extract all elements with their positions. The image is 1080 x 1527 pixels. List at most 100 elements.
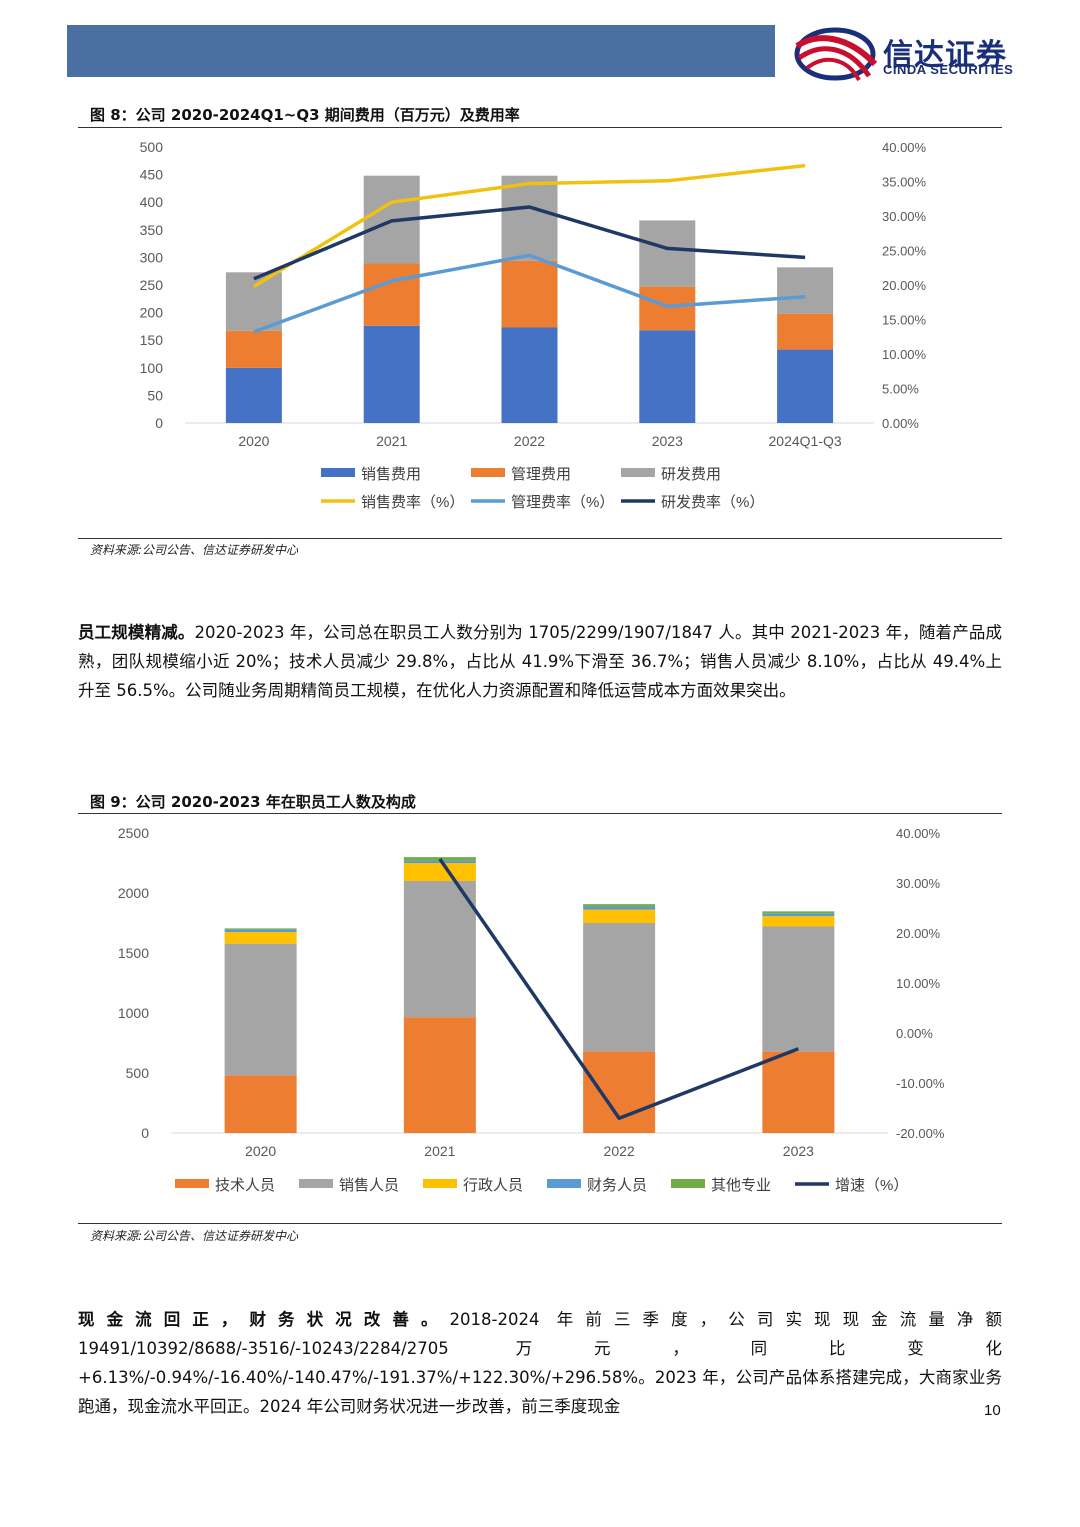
y-tick-label: 50 xyxy=(147,387,163,403)
bar-segment xyxy=(639,286,696,331)
bar-segment xyxy=(583,906,656,910)
bar-segment xyxy=(777,313,834,350)
y2-tick-label: 40.00% xyxy=(882,140,927,155)
figure9-chart: 0 500 1000 1500 2000 2500 -20.00% -10.00% 0.00% 1… xyxy=(118,825,945,1194)
bar-segment xyxy=(639,220,696,287)
figure8-title: 图 8：公司 2020-2024Q1~Q3 期间费用（百万元）及费用率 xyxy=(90,106,520,124)
figure8-source: 资料来源:公司公告、信达证券研发中心 xyxy=(90,543,299,557)
legend-label: 研发费率（%） xyxy=(661,494,764,511)
x-tick-label: 2020 xyxy=(238,433,269,449)
y-tick-label: 1000 xyxy=(118,1005,149,1021)
y2-tick-label: 30.00% xyxy=(896,876,941,891)
y-tick-label: 0 xyxy=(141,1125,149,1141)
y-tick-label: 300 xyxy=(140,249,164,265)
y2-tick-label: 40.00% xyxy=(896,826,941,841)
y2-tick-label: -10.00% xyxy=(896,1076,945,1091)
bar-segment xyxy=(501,175,558,261)
bar-segment xyxy=(583,904,656,907)
bar-segment xyxy=(762,916,835,927)
legend-label: 财务人员 xyxy=(587,1177,647,1194)
y-tick-label: 100 xyxy=(140,360,164,376)
x-tick-label: 2020 xyxy=(245,1143,276,1159)
bar-segment xyxy=(501,327,558,423)
y2-tick-label: -20.00% xyxy=(896,1126,945,1141)
figure9-top-rule xyxy=(78,813,1002,814)
paragraph-staff-body: 2020-2023 年，公司总在职员工人数分别为 1705/2299/1907/… xyxy=(78,623,1002,700)
bar-segment xyxy=(762,1051,835,1133)
bar-segment xyxy=(583,923,656,1052)
bar-segment xyxy=(762,926,835,1052)
bar-segment xyxy=(403,1017,476,1133)
legend-label: 管理费用 xyxy=(511,466,571,483)
y2-tick-label: 15.00% xyxy=(882,313,927,328)
x-tick-label: 2024Q1-Q3 xyxy=(769,433,842,449)
y2-tick-label: 10.00% xyxy=(896,976,941,991)
logo-chinese: 信达证券 xyxy=(883,38,1007,73)
legend-swatch xyxy=(547,1179,581,1188)
bar-segment xyxy=(363,263,420,326)
header-bar xyxy=(67,25,775,77)
bar-segment xyxy=(224,929,297,932)
y-tick-label: 450 xyxy=(140,167,164,183)
y-tick-label: 500 xyxy=(126,1065,150,1081)
y-tick-label: 150 xyxy=(140,332,164,348)
line-series xyxy=(253,205,806,281)
y2-tick-label: 30.00% xyxy=(882,209,927,224)
paragraph-staff: 员工规模精减。2020-2023 年，公司总在职员工人数分别为 1705/229… xyxy=(78,618,1002,705)
bar-segment xyxy=(762,911,835,914)
x-tick-label: 2022 xyxy=(604,1143,635,1159)
bar-segment xyxy=(583,909,656,923)
legend-swatch xyxy=(175,1179,209,1188)
legend-label: 技术人员 xyxy=(215,1177,275,1194)
x-tick-label: 2023 xyxy=(783,1143,814,1159)
legend-label: 增速（%） xyxy=(835,1177,908,1194)
figure9-source: 资料来源:公司公告、信达证券研发中心 xyxy=(90,1229,299,1243)
bar-segment xyxy=(225,272,282,331)
x-tick-label: 2021 xyxy=(424,1143,455,1159)
y-tick-label: 1500 xyxy=(118,945,149,961)
y-tick-label: 2000 xyxy=(118,885,149,901)
y-tick-label: 2500 xyxy=(118,825,149,841)
y-tick-label: 500 xyxy=(140,139,164,155)
line-series xyxy=(252,163,806,288)
bar-segment xyxy=(225,367,282,423)
bar-segment xyxy=(501,260,558,328)
cinda-logo: 信达证券 CINDA SECURITIES xyxy=(793,24,1063,84)
y2-tick-label: 0.00% xyxy=(896,1026,933,1041)
figure8-bottom-rule xyxy=(78,538,1002,539)
x-tick-label: 2022 xyxy=(514,433,545,449)
bar-segment xyxy=(777,267,834,314)
paragraph-staff-heading: 员工规模精减。 xyxy=(78,623,195,642)
figure9-bottom-rule xyxy=(78,1223,1002,1224)
legend-swatch xyxy=(423,1179,457,1188)
y-tick-label: 200 xyxy=(140,305,164,321)
bar-segment xyxy=(224,943,297,1076)
paragraph-cashflow-body: 2018-2024 年前三季度，公司实现现金流量净额 19491/10392/8… xyxy=(78,1310,1003,1416)
y-tick-label: 250 xyxy=(140,277,164,293)
legend-label: 销售费用 xyxy=(361,466,421,483)
y2-tick-label: 0.00% xyxy=(882,416,919,431)
bar-segment xyxy=(403,863,476,881)
line-series xyxy=(438,858,800,1120)
y2-tick-label: 20.00% xyxy=(896,926,941,941)
line-series xyxy=(253,253,806,334)
cinda-logo-icon xyxy=(794,27,878,82)
legend-label: 行政人员 xyxy=(463,1177,523,1194)
legend-swatch xyxy=(471,468,505,477)
figure8-top-rule xyxy=(78,127,1002,128)
y-tick-label: 400 xyxy=(140,194,164,210)
paragraph-cashflow: 现金流回正，财务状况改善。2018-2024 年前三季度，公司实现现金流量净额 … xyxy=(78,1305,1002,1421)
logo-english: CINDA SECURITIES xyxy=(883,62,1014,77)
legend-label: 研发费用 xyxy=(661,466,721,483)
bar-segment xyxy=(225,330,282,368)
y2-tick-label: 35.00% xyxy=(882,175,927,190)
page-number: 10 xyxy=(984,1402,1001,1419)
bar-segment xyxy=(224,928,297,930)
bar-segment xyxy=(762,913,835,917)
bar-segment xyxy=(224,1075,297,1133)
figure8-chart: 0 50 100 150 200 250 300 350 400 450 500 0.00% 5.00%… xyxy=(140,139,927,511)
bar-segment xyxy=(403,857,476,861)
paragraph-cashflow-heading: 现金流回正，财务状况改善。 xyxy=(78,1310,450,1329)
legend-label: 其他专业 xyxy=(711,1177,771,1194)
x-tick-label: 2021 xyxy=(376,433,407,449)
